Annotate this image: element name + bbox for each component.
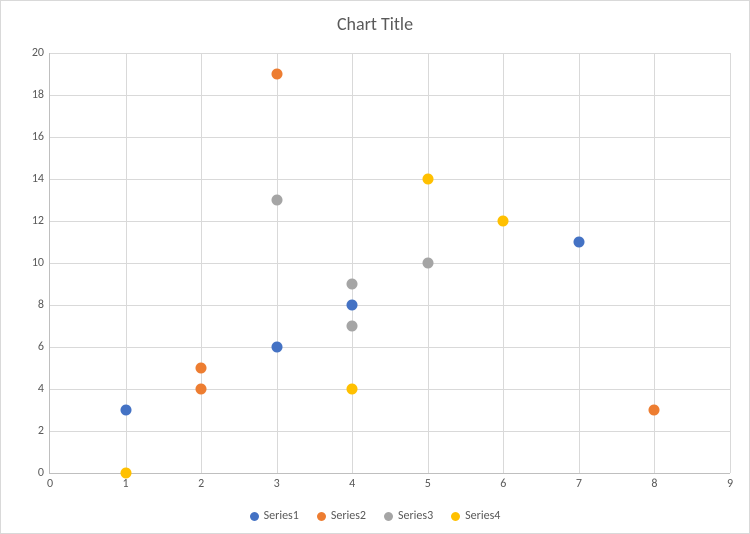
gridline-horizontal: [50, 389, 730, 390]
legend-label: Series1: [264, 509, 299, 523]
data-point: [347, 300, 358, 311]
data-point: [271, 69, 282, 80]
data-point: [498, 216, 509, 227]
x-tick-label: 8: [651, 473, 657, 491]
data-point: [120, 405, 131, 416]
data-point: [422, 258, 433, 269]
data-point: [196, 363, 207, 374]
data-point: [120, 468, 131, 479]
data-point: [347, 321, 358, 332]
gridline-vertical: [277, 53, 278, 473]
gridline-vertical: [503, 53, 504, 473]
data-point: [271, 195, 282, 206]
y-tick-label: 4: [38, 382, 50, 396]
legend-item: Series1: [250, 509, 299, 523]
data-point: [422, 174, 433, 185]
data-point: [573, 237, 584, 248]
legend-marker-icon: [317, 512, 326, 521]
y-tick-label: 12: [32, 214, 50, 228]
legend-label: Series2: [331, 509, 366, 523]
legend-marker-icon: [451, 512, 460, 521]
x-tick-label: 2: [198, 473, 204, 491]
y-tick-label: 20: [32, 46, 50, 60]
x-tick-label: 5: [425, 473, 431, 491]
x-tick-label: 9: [727, 473, 733, 491]
legend-marker-icon: [384, 512, 393, 521]
y-tick-label: 8: [38, 298, 50, 312]
y-tick-label: 6: [38, 340, 50, 354]
legend-item: Series2: [317, 509, 366, 523]
gridline-horizontal: [50, 431, 730, 432]
gridline-horizontal: [50, 137, 730, 138]
gridline-horizontal: [50, 305, 730, 306]
data-point: [347, 279, 358, 290]
x-tick-label: 4: [349, 473, 355, 491]
data-point: [196, 384, 207, 395]
gridline-vertical: [730, 53, 731, 473]
data-point: [347, 384, 358, 395]
y-tick-label: 10: [32, 256, 50, 270]
legend-label: Series3: [398, 509, 433, 523]
gridline-horizontal: [50, 95, 730, 96]
x-tick-label: 7: [576, 473, 582, 491]
y-tick-label: 16: [32, 130, 50, 144]
legend-label: Series4: [465, 509, 500, 523]
chart-title: Chart Title: [1, 13, 749, 35]
x-tick-label: 6: [500, 473, 506, 491]
chart-container: Chart Title 024681012141618200123456789 …: [0, 0, 750, 534]
data-point: [649, 405, 660, 416]
gridline-vertical: [579, 53, 580, 473]
legend-item: Series4: [451, 509, 500, 523]
legend-item: Series3: [384, 509, 433, 523]
legend-marker-icon: [250, 512, 259, 521]
gridline-horizontal: [50, 347, 730, 348]
plot-area: 024681012141618200123456789: [49, 53, 730, 474]
gridline-horizontal: [50, 53, 730, 54]
y-tick-label: 18: [32, 88, 50, 102]
gridline-horizontal: [50, 179, 730, 180]
gridline-vertical: [352, 53, 353, 473]
data-point: [271, 342, 282, 353]
x-tick-label: 0: [47, 473, 53, 491]
legend: Series1 Series2 Series3 Series4: [1, 509, 749, 523]
gridline-horizontal: [50, 263, 730, 264]
gridline-vertical: [201, 53, 202, 473]
gridline-horizontal: [50, 221, 730, 222]
y-tick-label: 14: [32, 172, 50, 186]
y-tick-label: 2: [38, 424, 50, 438]
x-tick-label: 3: [274, 473, 280, 491]
